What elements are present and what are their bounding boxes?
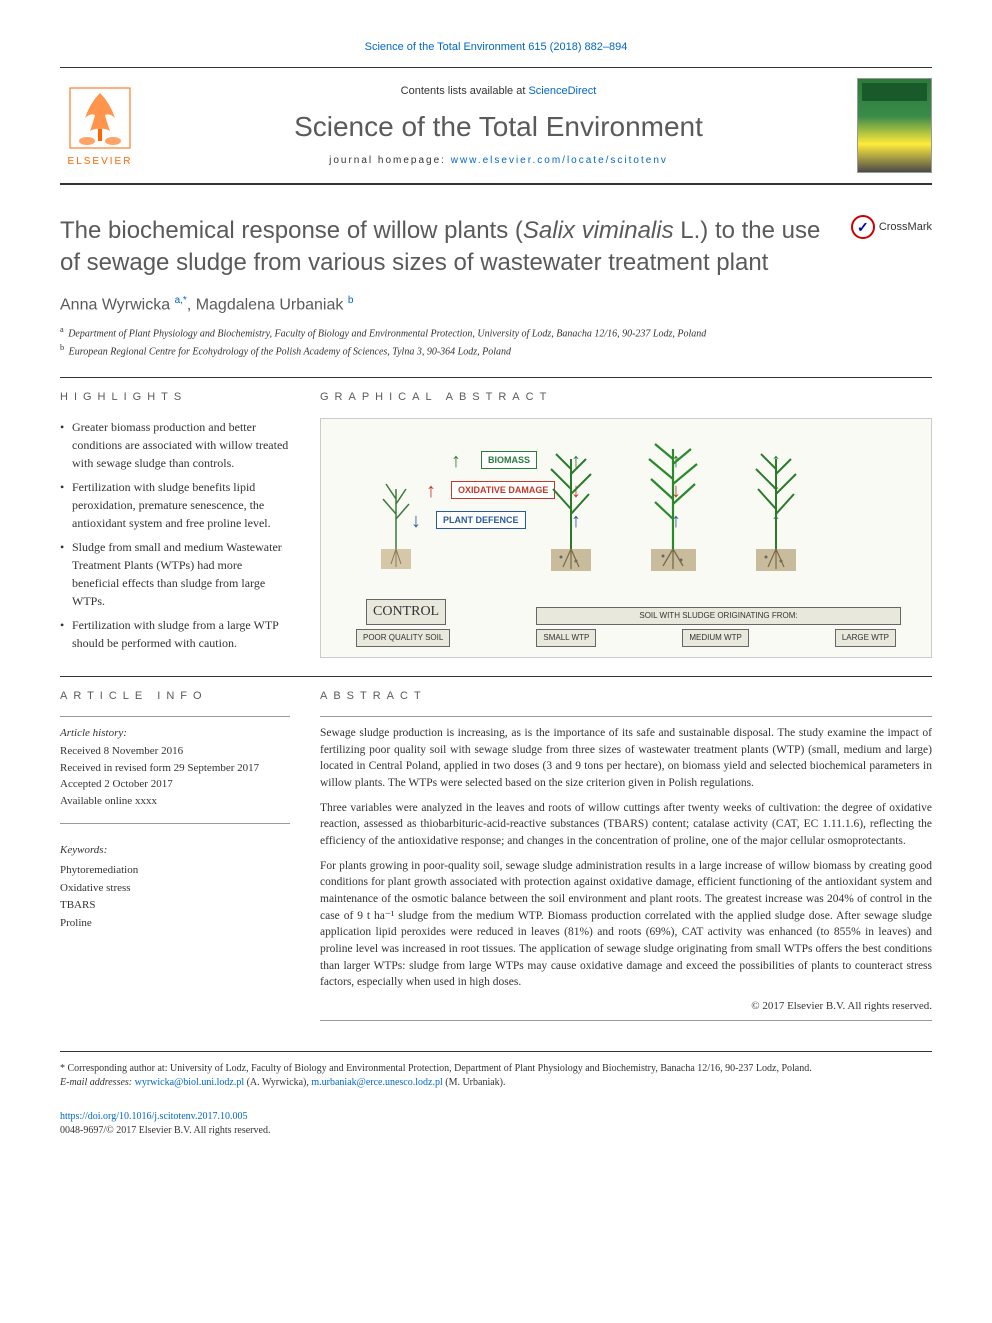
homepage-link[interactable]: www.elsevier.com/locate/scitotenv [451,155,668,166]
crossmark-icon: ✓ [851,215,875,239]
ga-sludge-label: SOIL WITH SLUDGE ORIGINATING FROM: [536,607,901,624]
footnote-star: * [60,1063,65,1074]
up-arrow-icon: ↑ [426,477,436,505]
plant-control-icon [371,449,421,579]
article-info-label: ARTICLE INFO [60,689,290,704]
abstract-p2: Three variables were analyzed in the lea… [320,800,932,850]
abstract-p3: For plants growing in poor-quality soil,… [320,858,932,991]
ga-defence-label: PLANT DEFENCE [436,511,526,530]
article-history-head: Article history: [60,725,290,742]
accepted-date: Accepted 2 October 2017 [60,776,290,793]
ga-biomass-label: BIOMASS [481,451,537,470]
keywords: Keywords: Phytoremediation Oxidative str… [60,842,290,932]
article-info: Article history: Received 8 November 201… [60,725,290,810]
journal-cover-thumbnail [857,78,932,173]
homepage-pre: journal homepage: [329,155,451,166]
sciencedirect-link[interactable]: ScienceDirect [528,85,596,97]
email-link-1[interactable]: wyrwicka@biol.uni.lodz.pl [135,1077,244,1088]
highlights-label: HIGHLIGHTS [60,390,290,405]
ga-large-label: LARGE WTP [835,629,896,646]
divider [60,377,932,378]
author-1: Anna Wyrwicka [60,296,170,313]
crossmark-badge[interactable]: ✓ CrossMark [851,215,932,239]
ga-poor-soil-label: POOR QUALITY SOIL [356,629,450,646]
divider [320,1020,932,1021]
ga-small-label: SMALL WTP [536,629,596,646]
affiliations: a Department of Plant Physiology and Bio… [60,324,932,359]
journal-reference: Science of the Total Environment 615 (20… [60,40,932,55]
elsevier-logo: ELSEVIER [60,81,140,171]
copyright: © 2017 Elsevier B.V. All rights reserved… [320,999,932,1014]
divider [60,823,290,824]
email-label: E-mail addresses: [60,1077,132,1088]
revised-date: Received in revised form 29 September 20… [60,760,290,777]
author-1-aff: a,* [175,295,187,306]
graphical-abstract: BIOMASS ↑ ↑ ↑ ↑ OXIDATIVE DAMAGE ↑ ↓ ↓ ↑… [320,418,932,658]
crossmark-text: CrossMark [879,220,932,235]
online-date: Available online xxxx [60,793,290,810]
keyword-item: Oxidative stress [60,880,290,898]
author-2-aff: b [348,295,354,306]
title-pre: The biochemical response of willow plant… [60,217,523,244]
divider [60,676,932,677]
corresponding-author-footnote: * Corresponding author at: University of… [60,1062,932,1090]
homepage-line: journal homepage: www.elsevier.com/locat… [160,154,837,168]
highlight-item: Greater biomass production and better co… [60,418,290,472]
abstract-p1: Sewage sludge production is increasing, … [320,725,932,792]
plant-medium-icon [641,434,706,579]
author-sep: , [187,296,196,313]
affiliation-a: a Department of Plant Physiology and Bio… [60,324,932,341]
abstract-label: ABSTRACT [320,689,932,704]
email-link-2[interactable]: m.urbaniak@erce.unesco.lodz.pl [311,1077,442,1088]
affiliation-b: b European Regional Centre for Ecohydrol… [60,342,932,359]
email-who-2: (M. Urbaniak). [443,1077,506,1088]
ga-oxidative-label: OXIDATIVE DAMAGE [451,481,555,500]
keyword-item: Phytoremediation [60,862,290,880]
received-date: Received 8 November 2016 [60,743,290,760]
ga-medium-label: MEDIUM WTP [682,629,748,646]
divider [60,716,290,717]
highlight-item: Sludge from small and medium Wastewater … [60,538,290,610]
author-2: Magdalena Urbaniak [196,296,344,313]
header-center: Contents lists available at ScienceDirec… [160,84,837,169]
doi-link[interactable]: https://doi.org/10.1016/j.scitotenv.2017… [60,1111,248,1122]
highlights-list: Greater biomass production and better co… [60,418,290,652]
graphical-abstract-label: GRAPHICAL ABSTRACT [320,390,932,405]
email-who-1: (A. Wyrwicka), [244,1077,311,1088]
plant-small-icon [541,439,601,579]
contents-pre: Contents lists available at [401,85,529,97]
keyword-item: Proline [60,915,290,933]
ga-control-label: CONTROL [366,599,446,625]
keywords-head: Keywords: [60,842,290,860]
contents-line: Contents lists available at ScienceDirec… [160,84,837,99]
journal-name: Science of the Total Environment [160,107,837,146]
elsevier-text: ELSEVIER [68,155,133,169]
elsevier-tree-icon [65,83,135,153]
plant-large-icon [746,439,806,579]
highlight-item: Fertilization with sludge benefits lipid… [60,478,290,532]
title-species: Salix viminalis [523,217,674,244]
abstract-text: Sewage sludge production is increasing, … [320,725,932,991]
footnote-divider [60,1051,932,1052]
issn-copyright: 0048-9697/© 2017 Elsevier B.V. All right… [60,1125,270,1136]
journal-header: ELSEVIER Contents lists available at Sci… [60,67,932,185]
article-title: The biochemical response of willow plant… [60,215,831,277]
authors: Anna Wyrwicka a,*, Magdalena Urbaniak b [60,294,932,317]
up-arrow-icon: ↑ [451,447,461,475]
keyword-item: TBARS [60,897,290,915]
doi-block: https://doi.org/10.1016/j.scitotenv.2017… [60,1110,932,1138]
divider [320,716,932,717]
highlight-item: Fertilization with sludge from a large W… [60,616,290,652]
ga-bottom-row: POOR QUALITY SOIL SMALL WTP MEDIUM WTP L… [331,629,921,646]
footnote-corr: Corresponding author at: University of L… [68,1063,812,1074]
